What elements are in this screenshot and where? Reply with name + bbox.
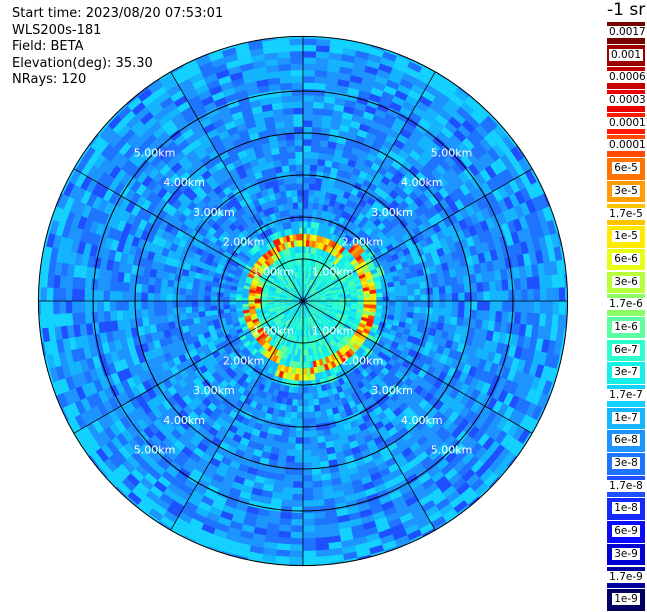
colorbar-tick-label: 6e-7 [612, 343, 640, 356]
range-ring-label: 3.00km [193, 206, 235, 219]
colorbar-tick-label: 6e-5 [612, 162, 640, 175]
colorbar-swatch: 1.7e-5 [607, 203, 645, 225]
colorbar-tick-label: 6e-8 [612, 434, 640, 447]
colorbar-swatch: 6e-9 [607, 521, 645, 543]
azimuth-spoke [170, 300, 304, 531]
colorbar-swatch: 1e-9 [607, 589, 645, 611]
start-time-label: Start time: 2023/08/20 07:53:01 [10, 6, 226, 23]
colorbar: 0.0017 0.001 0.0006 0.0003 0.00017 0.0001 6e-5… [607, 22, 647, 612]
colorbar-swatch: 1e-6 [607, 316, 645, 339]
azimuth-spoke [170, 71, 304, 302]
colorbar-tick-label: 3e-7 [612, 366, 640, 379]
colorbar-swatch: 0.0001 [607, 135, 647, 157]
colorbar-tick-label: 0.0017 [607, 26, 647, 38]
colorbar-tick-label: 1e-7 [612, 411, 640, 424]
colorbar-swatch: 1.7e-8 [607, 475, 645, 498]
colorbar-tick-label: 0.0003 [607, 94, 647, 107]
colorbar-swatch: 6e-7 [607, 339, 645, 362]
colorbar-tick-label: 3e-8 [612, 457, 640, 470]
colorbar-swatch: 1.7e-7 [607, 385, 645, 407]
range-ring-label: 4.00km [163, 176, 205, 189]
range-ring-label: 5.00km [431, 443, 473, 456]
range-ring-label: 4.00km [401, 414, 443, 427]
colorbar-tick-label: 3e-5 [612, 184, 640, 197]
colorbar-tick-label: 1e-9 [612, 593, 640, 606]
colorbar-tick-label: 3e-9 [612, 547, 640, 560]
device-label: WLS200s-181 [10, 22, 104, 39]
azimuth-spoke [302, 71, 436, 302]
colorbar-swatch: 0.00017 [607, 112, 647, 135]
azimuth-spoke [302, 168, 533, 302]
colorbar-tick-label: 1.7e-7 [607, 389, 645, 401]
colorbar-swatch: 6e-8 [607, 430, 645, 452]
colorbar-swatch: 3e-9 [607, 543, 645, 566]
colorbar-swatch: 6e-5 [607, 158, 645, 180]
range-ring-label: 1.00km [253, 325, 295, 338]
range-ring-label: 2.00km [342, 354, 384, 367]
colorbar-tick-label: 1.7e-6 [607, 298, 645, 311]
range-ring-label: 5.00km [134, 443, 176, 456]
colorbar-swatch: 0.001 [607, 44, 645, 67]
colorbar-tick-label: 1e-8 [612, 502, 640, 515]
range-ring-label: 1.00km [253, 265, 295, 278]
elevation-label: Elevation(deg): 35.30 [10, 55, 155, 72]
colorbar-tick-label: 1.7e-8 [607, 479, 645, 492]
info-panel: Start time: 2023/08/20 07:53:01 WLS200s-… [10, 6, 226, 89]
colorbar-tick-label: 0.001 [608, 48, 644, 61]
range-ring-label: 3.00km [193, 384, 235, 397]
azimuth-spoke [302, 300, 533, 434]
colorbar-tick-label: 1.7e-9 [607, 570, 645, 583]
colorbar-swatch: 0.0017 [607, 22, 647, 44]
colorbar-swatch: 3e-5 [607, 180, 645, 203]
azimuth-spoke [302, 300, 436, 531]
colorbar-tick-label: 0.0001 [607, 139, 647, 152]
colorbar-unit: -1 sr [607, 0, 646, 20]
range-ring-label: 4.00km [401, 176, 443, 189]
range-ring-label: 4.00km [163, 414, 205, 427]
colorbar-swatch: 3e-8 [607, 453, 645, 475]
range-ring-label: 2.00km [223, 354, 265, 367]
range-ring-label: 2.00km [342, 236, 384, 249]
range-ring-label: 5.00km [134, 147, 176, 160]
colorbar-tick-label: 6e-9 [612, 525, 640, 538]
colorbar-tick-label: 1.7e-5 [607, 207, 645, 220]
nrays-label: NRays: 120 [10, 72, 89, 89]
range-ring-label: 1.00km [312, 325, 354, 338]
colorbar-swatch: 1e-8 [607, 498, 645, 520]
colorbar-swatch: 1.7e-6 [607, 294, 645, 316]
range-ring-label: 3.00km [371, 206, 413, 219]
colorbar-tick-label: 6e-6 [612, 252, 640, 265]
colorbar-tick-label: 3e-6 [612, 275, 640, 288]
colorbar-tick-label: 1e-6 [612, 320, 640, 333]
colorbar-swatch: 0.0006 [607, 67, 647, 89]
colorbar-swatch: 3e-7 [607, 362, 645, 384]
field-label: Field: BETA [10, 39, 86, 56]
colorbar-swatch: 0.0003 [607, 90, 647, 112]
range-ring-label: 5.00km [431, 147, 473, 160]
azimuth-spoke [73, 300, 304, 434]
colorbar-swatch: 1e-7 [607, 407, 645, 430]
range-ring-label: 3.00km [371, 384, 413, 397]
colorbar-tick-label: 1e-5 [612, 230, 640, 243]
colorbar-swatch: 6e-6 [607, 248, 645, 271]
colorbar-swatch: 3e-6 [607, 271, 645, 294]
range-ring-label: 1.00km [312, 265, 354, 278]
range-ring-label: 2.00km [223, 236, 265, 249]
azimuth-spoke [73, 168, 304, 302]
colorbar-tick-label: 0.00017 [607, 116, 647, 129]
colorbar-tick-label: 0.0006 [607, 71, 647, 84]
colorbar-swatch: 1.7e-9 [607, 566, 645, 588]
colorbar-swatch: 1e-5 [607, 226, 645, 248]
